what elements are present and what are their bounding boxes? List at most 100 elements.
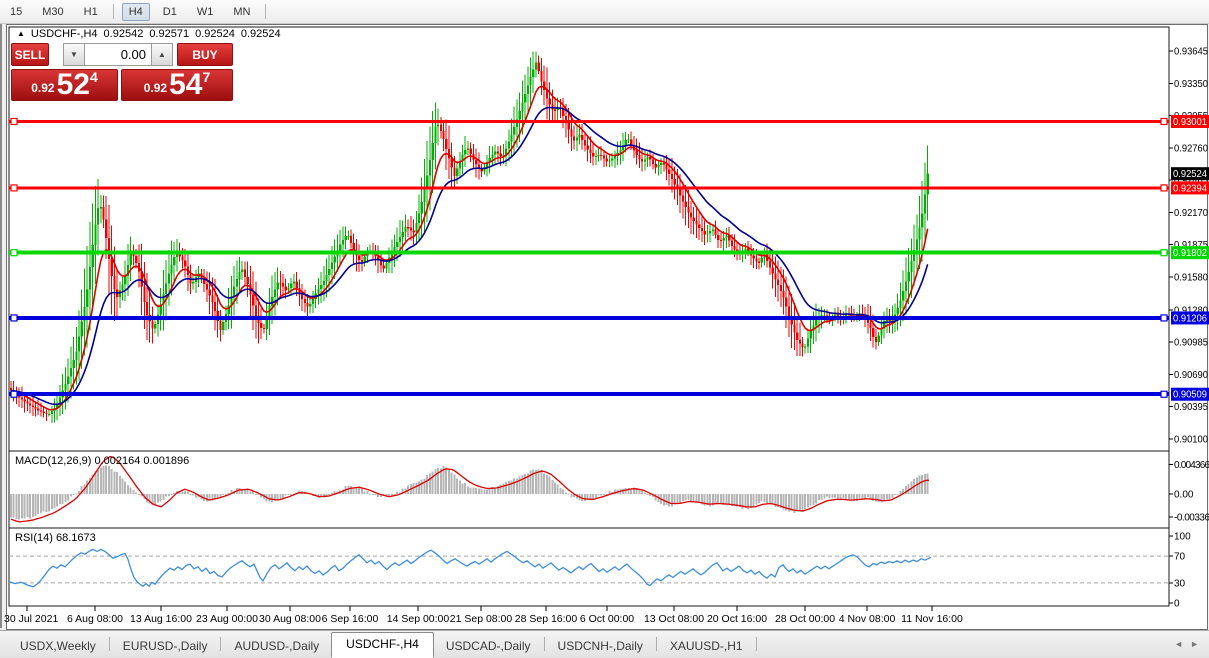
tab-eurusd-daily[interactable]: EURUSD-,Daily <box>122 639 208 653</box>
hline-0.92394[interactable] <box>9 184 1169 192</box>
hline-handle[interactable] <box>10 249 18 257</box>
macd-tick-label: 0.00 <box>1174 490 1194 501</box>
sell-button[interactable]: SELL <box>11 43 49 66</box>
buy-price-base: 0.92 <box>143 81 168 95</box>
date-label: 28 Sep 16:00 <box>515 613 578 625</box>
volume-up-button[interactable]: ▲ <box>151 43 173 66</box>
date-label: 6 Sep 16:00 <box>322 613 379 625</box>
current-price-label: 0.92524 <box>1171 167 1209 181</box>
date-label: 21 Sep 08:00 <box>450 613 513 625</box>
price-axis <box>1169 50 1173 604</box>
ohlc-low: 0.92524 <box>195 28 235 40</box>
tab-separator <box>108 637 110 651</box>
sell-price-sup: 4 <box>89 69 98 85</box>
rsi-line <box>8 548 932 588</box>
timeframe-button-h4[interactable]: H4 <box>121 2 150 21</box>
hline-handle[interactable] <box>1160 390 1168 398</box>
date-label: 11 Nov 16:00 <box>901 613 963 625</box>
price-tick-label: 0.92465 <box>1174 176 1208 187</box>
buy-price-big: 54 <box>169 68 203 101</box>
tab-scroll-left-icon[interactable]: ◄ <box>1174 639 1183 649</box>
hline-0.91802[interactable] <box>9 249 1169 257</box>
svg-text:0.91802: 0.91802 <box>1173 248 1207 259</box>
date-label: 4 Nov 08:00 <box>839 613 896 625</box>
hline-handle[interactable] <box>10 314 18 322</box>
hline-handle[interactable] <box>1160 314 1168 322</box>
volume-down-button[interactable]: ▼ <box>63 43 85 66</box>
tab-audusd-daily[interactable]: AUDUSD-,Daily <box>234 639 320 653</box>
price-tick-label: 0.91280 <box>1174 305 1208 316</box>
price-tick-label: 0.90985 <box>1174 338 1208 349</box>
svg-text:0.91206: 0.91206 <box>1173 313 1207 324</box>
buy-price-button[interactable]: 0.92 54 7 <box>121 69 233 101</box>
ohlc-close: 0.92524 <box>240 28 281 40</box>
hline-handle[interactable] <box>1160 117 1168 126</box>
sell-price-base: 0.92 <box>31 81 55 95</box>
date-label: 14 Sep 00:00 <box>387 613 450 625</box>
timeframe-button-15[interactable]: 15 <box>10 5 23 18</box>
price-chart[interactable]: MACD(12,26,9) 0.002164 0.001896 RSI(14) 6… <box>4 25 1209 629</box>
price-tick-label: 0.91580 <box>1174 273 1208 284</box>
macd-tick-label: -0.00336 <box>1174 512 1209 523</box>
hline-price-label-0.92394: 0.92394 <box>1171 181 1209 195</box>
tab-separator <box>543 637 545 651</box>
date-label: 30 Jul 2021 <box>4 613 58 625</box>
price-tick-label: 0.90690 <box>1174 370 1208 381</box>
chevron-up-icon: ▲ <box>158 50 166 59</box>
hline-handle[interactable] <box>1160 249 1168 257</box>
tab-scroll-right-icon[interactable]: ► <box>1190 639 1199 649</box>
buy-price-sup: 7 <box>202 69 211 85</box>
timeframe-button-m30[interactable]: M30 <box>42 5 64 18</box>
tab-usdchf-h4[interactable]: USDCHF-,H4 <box>331 632 434 658</box>
ma-fast-line <box>10 85 929 411</box>
date-label: 13 Aug 16:00 <box>130 613 192 625</box>
hline-price-label-0.90509: 0.90509 <box>1171 387 1209 401</box>
hline-handle[interactable] <box>1160 184 1168 192</box>
price-tick-label: 0.91875 <box>1174 240 1208 251</box>
rsi-tick-label: 30 <box>1174 578 1186 589</box>
hline-price-label-0.93001: 0.93001 <box>1171 114 1209 128</box>
rsi-tick-label: 100 <box>1174 532 1191 543</box>
svg-text:0.92524: 0.92524 <box>1173 169 1207 180</box>
tab-usdx-weekly[interactable]: USDX,Weekly <box>20 639 96 653</box>
price-tick-label: 0.92760 <box>1174 143 1208 154</box>
rsi-tick-label: 70 <box>1174 552 1186 563</box>
tab-separator <box>755 637 757 651</box>
sell-price-button[interactable]: 0.92 52 4 <box>11 69 118 101</box>
hline-handle[interactable] <box>10 390 18 398</box>
hline-handle[interactable] <box>10 117 18 126</box>
rsi-panel <box>8 527 1170 607</box>
timeframe-button-h1[interactable]: H1 <box>83 5 98 18</box>
timeframe-button-d1[interactable]: D1 <box>162 5 177 18</box>
tab-usdcnh-daily[interactable]: USDCNH-,Daily <box>557 639 643 653</box>
price-tick-label: 0.92170 <box>1174 208 1208 219</box>
collapse-triangle-icon[interactable]: ▲ <box>17 28 25 38</box>
chart-ohlc-header: ▲ USDCHF-,H4 0.92542 0.92571 0.92524 0.9… <box>17 28 281 40</box>
window-edge <box>0 24 2 628</box>
hline-handle[interactable] <box>10 184 18 192</box>
date-label: 6 Oct 00:00 <box>580 613 634 625</box>
chart-tab-bar: USDX,Weekly EURUSD-,Daily AUDUSD-,Daily USD… <box>0 630 1209 658</box>
hline-0.93001[interactable] <box>9 117 1169 126</box>
svg-text:0.93001: 0.93001 <box>1173 117 1207 128</box>
macd-signal-line <box>10 455 930 523</box>
timeframe-button-w1[interactable]: W1 <box>196 5 214 18</box>
buy-button[interactable]: BUY <box>177 43 233 66</box>
date-label: 23 Aug 00:00 <box>196 613 258 625</box>
macd-tick-label: 0.004366 <box>1174 460 1209 471</box>
tab-separator <box>655 637 657 651</box>
timeframe-button-mn[interactable]: MN <box>233 5 251 18</box>
timeframe-toolbar: 15 M30 H1 H4 D1 W1 MN <box>0 0 1209 24</box>
toolbar-separator <box>265 4 267 19</box>
hline-0.91206[interactable] <box>9 314 1169 322</box>
price-tick-label: 0.93350 <box>1174 79 1208 90</box>
date-label: 6 Aug 08:00 <box>67 613 123 625</box>
volume-input[interactable] <box>85 43 151 66</box>
tab-usdcad-daily[interactable]: USDCAD-,Daily <box>445 639 531 653</box>
price-tick-label: 0.90100 <box>1174 434 1208 445</box>
rsi-label: RSI(14) 68.1673 <box>15 532 96 544</box>
hline-0.90509[interactable] <box>9 390 1169 398</box>
ohlc-high: 0.92571 <box>149 28 190 40</box>
tab-xauusd-h1[interactable]: XAUUSD-,H1 <box>669 639 743 653</box>
chart-window: MACD(12,26,9) 0.002164 0.001896 RSI(14) 6… <box>4 24 1209 630</box>
